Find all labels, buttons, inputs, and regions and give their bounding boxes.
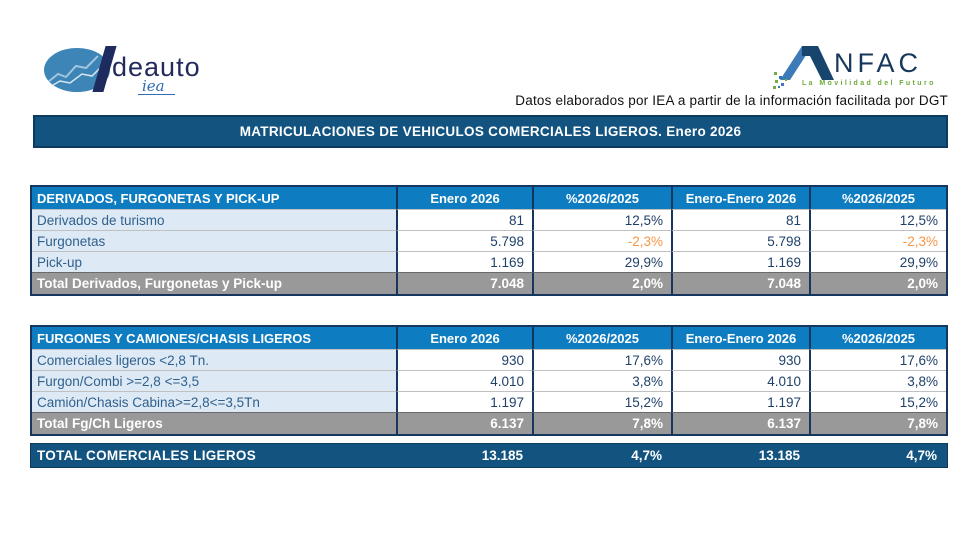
anfac-wordmark: NFAC (834, 48, 923, 78)
total-label: Total Derivados, Furgonetas y Pick-up (32, 272, 396, 294)
anfac-tagline: La Movilidad del Futuro (802, 80, 936, 87)
cell-value: 4.010 (671, 370, 809, 391)
table-header-row: DERIVADOS, FURGONETAS Y PICK-UP Enero 20… (32, 187, 946, 209)
cell-value: 1.169 (396, 251, 532, 272)
cell-value: 4.010 (396, 370, 532, 391)
table-row: Camión/Chasis Cabina>=2,8<=3,5Tn 1.197 1… (32, 391, 946, 412)
column-header: Enero-Enero 2026 (671, 327, 809, 349)
cell-value: 3,8% (809, 370, 946, 391)
table-row: Furgonetas 5.798 -2,3% 5.798 -2,3% (32, 230, 946, 251)
cell-value: 81 (671, 209, 809, 230)
row-label: Camión/Chasis Cabina>=2,8<=3,5Tn (32, 391, 396, 412)
column-header: Enero 2026 (396, 187, 532, 209)
total-value: 7,8% (532, 412, 671, 434)
cell-value: 5.798 (396, 230, 532, 251)
table-furgones-camiones-chasis: FURGONES Y CAMIONES/CHASIS LIGEROS Enero… (30, 325, 948, 436)
cell-value: 1.197 (396, 391, 532, 412)
ideauto-wordmark: deauto (112, 52, 201, 82)
row-label: Furgonetas (32, 230, 396, 251)
cell-value: 29,9% (532, 251, 671, 272)
cell-value: 12,5% (532, 209, 671, 230)
table-total-row: Total Fg/Ch Ligeros 6.137 7,8% 6.137 7,8… (32, 412, 946, 434)
cell-value: -2,3% (809, 230, 946, 251)
cell-value: 17,6% (532, 349, 671, 370)
grand-total-value: 4,7% (906, 448, 937, 463)
cell-value: -2,3% (532, 230, 671, 251)
grand-total-value: 13.185 (758, 448, 800, 463)
cell-value: 930 (671, 349, 809, 370)
total-value: 2,0% (532, 272, 671, 294)
grand-total-bar: TOTAL COMERCIALES LIGEROS 13.185 4,7% 13… (30, 443, 948, 468)
cell-value: 81 (396, 209, 532, 230)
total-value: 2,0% (809, 272, 946, 294)
total-value: 7.048 (396, 272, 532, 294)
table-row: Comerciales ligeros <2,8 Tn. 930 17,6% 9… (32, 349, 946, 370)
table-title: FURGONES Y CAMIONES/CHASIS LIGEROS (32, 327, 396, 349)
total-value: 7.048 (671, 272, 809, 294)
cell-value: 29,9% (809, 251, 946, 272)
cell-value: 15,2% (809, 391, 946, 412)
grand-total-label: TOTAL COMERCIALES LIGEROS (37, 448, 257, 463)
cell-value: 12,5% (809, 209, 946, 230)
column-header: Enero 2026 (396, 327, 532, 349)
column-header: Enero-Enero 2026 (671, 187, 809, 209)
column-header: %2026/2025 (532, 187, 671, 209)
row-label: Derivados de turismo (32, 209, 396, 230)
cell-value: 3,8% (532, 370, 671, 391)
anfac-a-icon (773, 46, 834, 89)
total-value: 7,8% (809, 412, 946, 434)
column-header: %2026/2025 (532, 327, 671, 349)
cell-value: 5.798 (671, 230, 809, 251)
table-row: Pick-up 1.169 29,9% 1.169 29,9% (32, 251, 946, 272)
cell-value: 17,6% (809, 349, 946, 370)
table-header-row: FURGONES Y CAMIONES/CHASIS LIGEROS Enero… (32, 327, 946, 349)
row-label: Furgon/Combi >=2,8 <=3,5 (32, 370, 396, 391)
column-header: %2026/2025 (809, 327, 946, 349)
total-value: 6.137 (396, 412, 532, 434)
anfac-dots-icon (773, 72, 787, 89)
table-row: Derivados de turismo 81 12,5% 81 12,5% (32, 209, 946, 230)
row-label: Comerciales ligeros <2,8 Tn. (32, 349, 396, 370)
table-title: DERIVADOS, FURGONETAS Y PICK-UP (32, 187, 396, 209)
data-source-note: Datos elaborados por IEA a partir de la … (515, 93, 948, 108)
grand-total-value: 4,7% (631, 448, 662, 463)
total-label: Total Fg/Ch Ligeros (32, 412, 396, 434)
table-total-row: Total Derivados, Furgonetas y Pick-up 7.… (32, 272, 946, 294)
table-derivados-furgonetas-pickup: DERIVADOS, FURGONETAS Y PICK-UP Enero 20… (30, 185, 948, 296)
total-value: 6.137 (671, 412, 809, 434)
cell-value: 1.169 (671, 251, 809, 272)
row-label: Pick-up (32, 251, 396, 272)
page-title: MATRICULACIONES DE VEHICULOS COMERCIALES… (33, 115, 948, 148)
column-header: %2026/2025 (809, 187, 946, 209)
grand-total-value: 13.185 (481, 448, 523, 463)
ideauto-logo: deauto iea (44, 46, 200, 98)
cell-value: 1.197 (671, 391, 809, 412)
cell-value: 15,2% (532, 391, 671, 412)
ideauto-iea-script: iea (138, 79, 175, 95)
cell-value: 930 (396, 349, 532, 370)
anfac-logo: NFAC La Movilidad del Futuro (772, 42, 962, 92)
table-row: Furgon/Combi >=2,8 <=3,5 4.010 3,8% 4.01… (32, 370, 946, 391)
